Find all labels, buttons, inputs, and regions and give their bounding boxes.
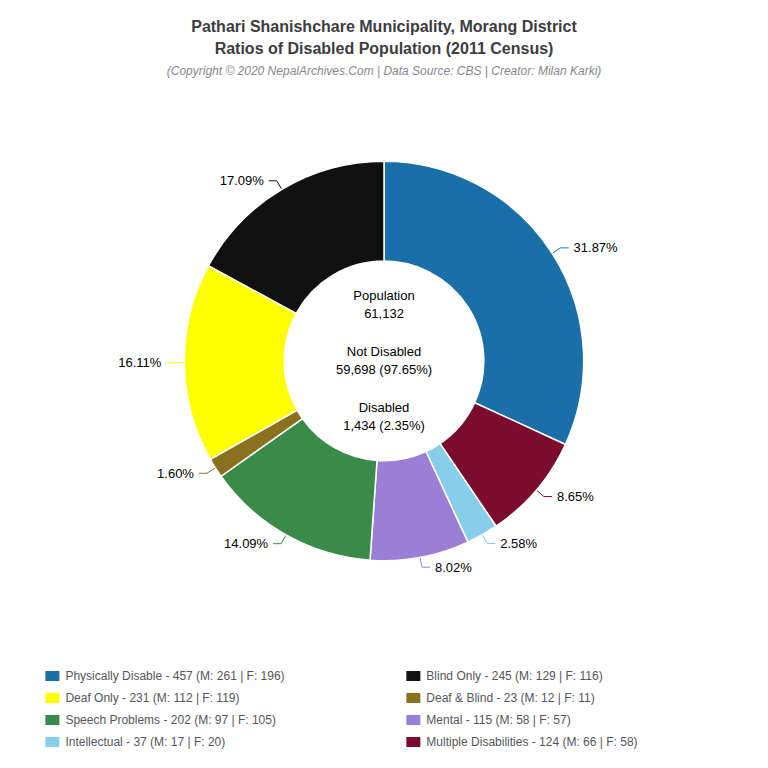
svg-text:2.58%: 2.58% <box>500 536 537 551</box>
svg-text:Population: Population <box>353 288 414 303</box>
svg-text:(Copyright © 2020 NepalArchive: (Copyright © 2020 NepalArchives.Com | Da… <box>167 64 602 78</box>
svg-text:61,132: 61,132 <box>364 306 404 321</box>
svg-text:17.09%: 17.09% <box>220 173 265 188</box>
svg-text:31.87%: 31.87% <box>574 240 619 255</box>
svg-text:8.02%: 8.02% <box>435 560 472 575</box>
svg-text:Speech Problems - 202 (M: 97 |: Speech Problems - 202 (M: 97 | F: 105) <box>65 713 276 727</box>
svg-text:Disabled: Disabled <box>359 400 410 415</box>
svg-text:Ratios of Disabled Population: Ratios of Disabled Population (2011 Cens… <box>215 40 554 57</box>
svg-text:Mental - 115 (M: 58 | F: 57): Mental - 115 (M: 58 | F: 57) <box>426 713 570 727</box>
svg-text:Multiple Disabilities - 124 (M: Multiple Disabilities - 124 (M: 66 | F: … <box>426 735 637 749</box>
svg-text:8.65%: 8.65% <box>557 489 594 504</box>
svg-text:Pathari Shanishchare Municipal: Pathari Shanishchare Municipality, Moran… <box>191 18 577 35</box>
svg-text:1.60%: 1.60% <box>157 466 194 481</box>
svg-text:59,698 (97.65%): 59,698 (97.65%) <box>336 362 432 377</box>
svg-text:Intellectual - 37 (M: 17 | F:: Intellectual - 37 (M: 17 | F: 20) <box>65 735 225 749</box>
svg-text:Blind Only - 245 (M: 129 | F:: Blind Only - 245 (M: 129 | F: 116) <box>426 669 602 683</box>
svg-text:1,434 (2.35%): 1,434 (2.35%) <box>343 418 425 433</box>
svg-text:Deaf & Blind - 23 (M: 12 | F:: Deaf & Blind - 23 (M: 12 | F: 11) <box>426 691 594 705</box>
svg-text:Not Disabled: Not Disabled <box>347 344 421 359</box>
svg-text:Deaf Only - 231 (M: 112 | F: 1: Deaf Only - 231 (M: 112 | F: 119) <box>65 691 239 705</box>
svg-text:14.09%: 14.09% <box>224 536 269 551</box>
svg-text:Physically Disable - 457 (M: 2: Physically Disable - 457 (M: 261 | F: 19… <box>65 669 284 683</box>
svg-text:16.11%: 16.11% <box>118 355 162 370</box>
